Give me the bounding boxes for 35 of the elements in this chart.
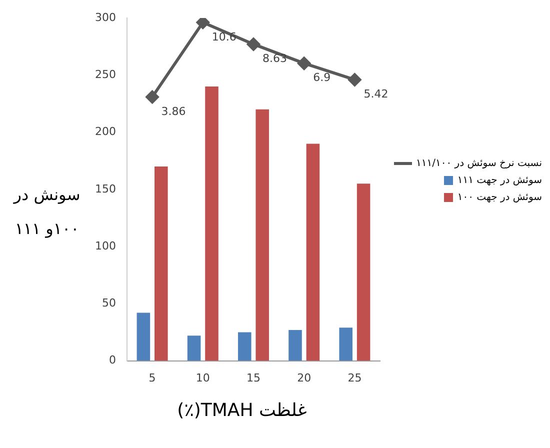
legend-label: سوئش در جهت ۱۱۱ bbox=[457, 175, 542, 186]
bar bbox=[288, 330, 302, 361]
bar bbox=[339, 328, 352, 361]
x-tick-label: 15 bbox=[246, 371, 260, 384]
bar bbox=[136, 312, 150, 361]
bar bbox=[238, 332, 252, 361]
y-tick-label: 100 bbox=[94, 239, 116, 252]
bar bbox=[205, 86, 218, 361]
point bbox=[247, 38, 260, 51]
point bbox=[348, 73, 362, 86]
data-label: 3.86 bbox=[161, 104, 186, 118]
point bbox=[196, 18, 210, 29]
y-tick-label: 300 bbox=[94, 10, 116, 24]
y-tick-label: 250 bbox=[94, 68, 116, 81]
x-tick-label: 10 bbox=[196, 371, 210, 384]
x-tick-label: 25 bbox=[348, 371, 362, 384]
data-label: 6.9 bbox=[313, 71, 331, 84]
data-label: 5.42 bbox=[364, 88, 388, 101]
y-tick-label: 50 bbox=[102, 296, 116, 310]
bar bbox=[187, 336, 201, 361]
bar bbox=[356, 184, 370, 361]
y-axis-title: سونش در ۱۰۰و ۱۱۱ bbox=[12, 184, 82, 240]
bar bbox=[154, 166, 168, 361]
bar bbox=[306, 144, 320, 361]
bar bbox=[256, 109, 269, 361]
point bbox=[298, 56, 311, 70]
y-tick-label: 200 bbox=[94, 125, 116, 138]
legend-label: سوئش در جهت ۱۰۰ bbox=[457, 192, 542, 203]
y-tick-label: 0 bbox=[108, 354, 116, 367]
y-tick-label: 150 bbox=[94, 182, 116, 196]
point bbox=[146, 90, 159, 104]
x-tick-label: 5 bbox=[148, 371, 156, 384]
x-tick-label: 20 bbox=[297, 371, 312, 384]
legend-label: نسبت نرخ سوئش در ۱۱۱/۱۰۰ bbox=[416, 158, 542, 169]
x-axis-title: غلظت TMAH(٪) bbox=[176, 400, 308, 421]
